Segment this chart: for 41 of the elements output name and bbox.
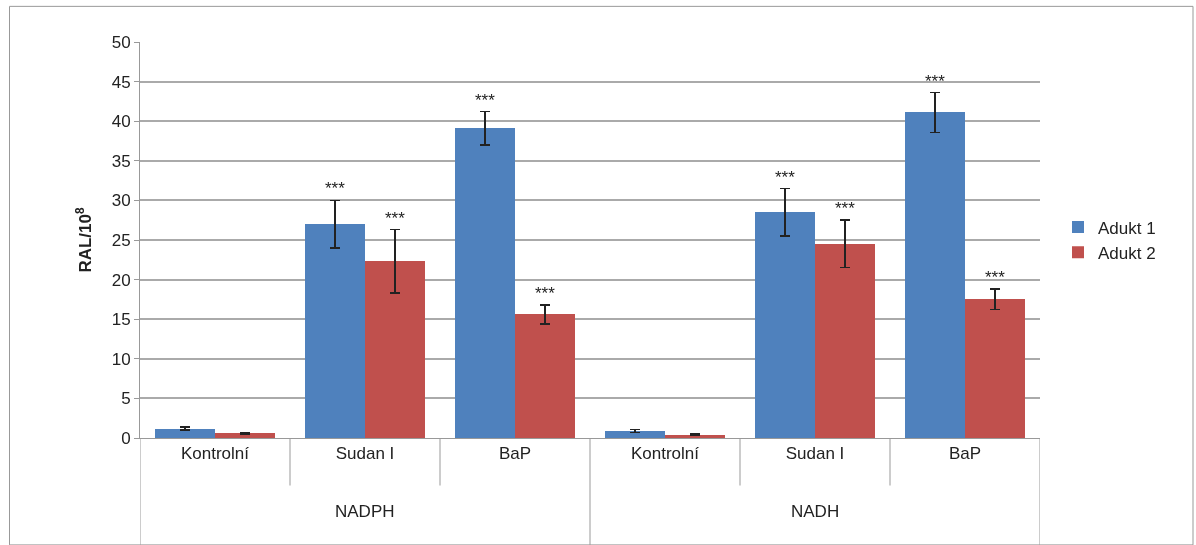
bar <box>815 244 875 438</box>
x-tick-label: BaP <box>498 444 532 464</box>
y-tick-label: 45 <box>111 72 131 92</box>
y-tick-label: 30 <box>111 191 131 211</box>
y-tick-label: 25 <box>111 230 131 250</box>
data-label: *** <box>775 168 796 187</box>
text: NADH <box>791 502 840 521</box>
text: NADPH <box>335 502 395 521</box>
bar <box>365 261 425 438</box>
x-tick-label: Sudan I <box>785 444 845 464</box>
legend-label: Adukt 2 <box>1098 243 1156 263</box>
y-tick-label: 20 <box>111 270 131 290</box>
data-label: *** <box>985 268 1006 287</box>
bar <box>455 128 515 438</box>
x-tick-label: Kontrolní <box>180 444 250 464</box>
x-tick-label: BaP <box>948 444 982 464</box>
data-label: *** <box>835 199 856 218</box>
data-label: *** <box>475 91 496 110</box>
bar <box>665 435 725 438</box>
data-label: *** <box>385 209 406 228</box>
x-tick-label: Sudan I <box>335 444 395 464</box>
bar <box>965 299 1025 438</box>
data-label: *** <box>925 72 946 91</box>
y-tick-label: 0 <box>121 428 131 448</box>
bar <box>515 314 575 438</box>
data-label: *** <box>535 284 556 303</box>
y-tick-label: 40 <box>111 112 131 132</box>
y-tick-label: 5 <box>121 389 131 409</box>
legend-label: Adukt 1 <box>1098 218 1156 238</box>
x-tick-label: Kontrolní <box>630 444 700 464</box>
bar <box>305 224 365 438</box>
bar <box>215 433 275 438</box>
y-tick-label: 35 <box>111 151 131 171</box>
data-label: *** <box>325 179 346 198</box>
bar <box>755 212 815 438</box>
bar <box>905 112 965 438</box>
y-tick-label: 50 <box>111 32 131 52</box>
bar <box>605 431 665 438</box>
y-tick-label: 10 <box>111 349 131 369</box>
y-tick-label: 15 <box>111 310 131 330</box>
bar <box>155 429 215 438</box>
